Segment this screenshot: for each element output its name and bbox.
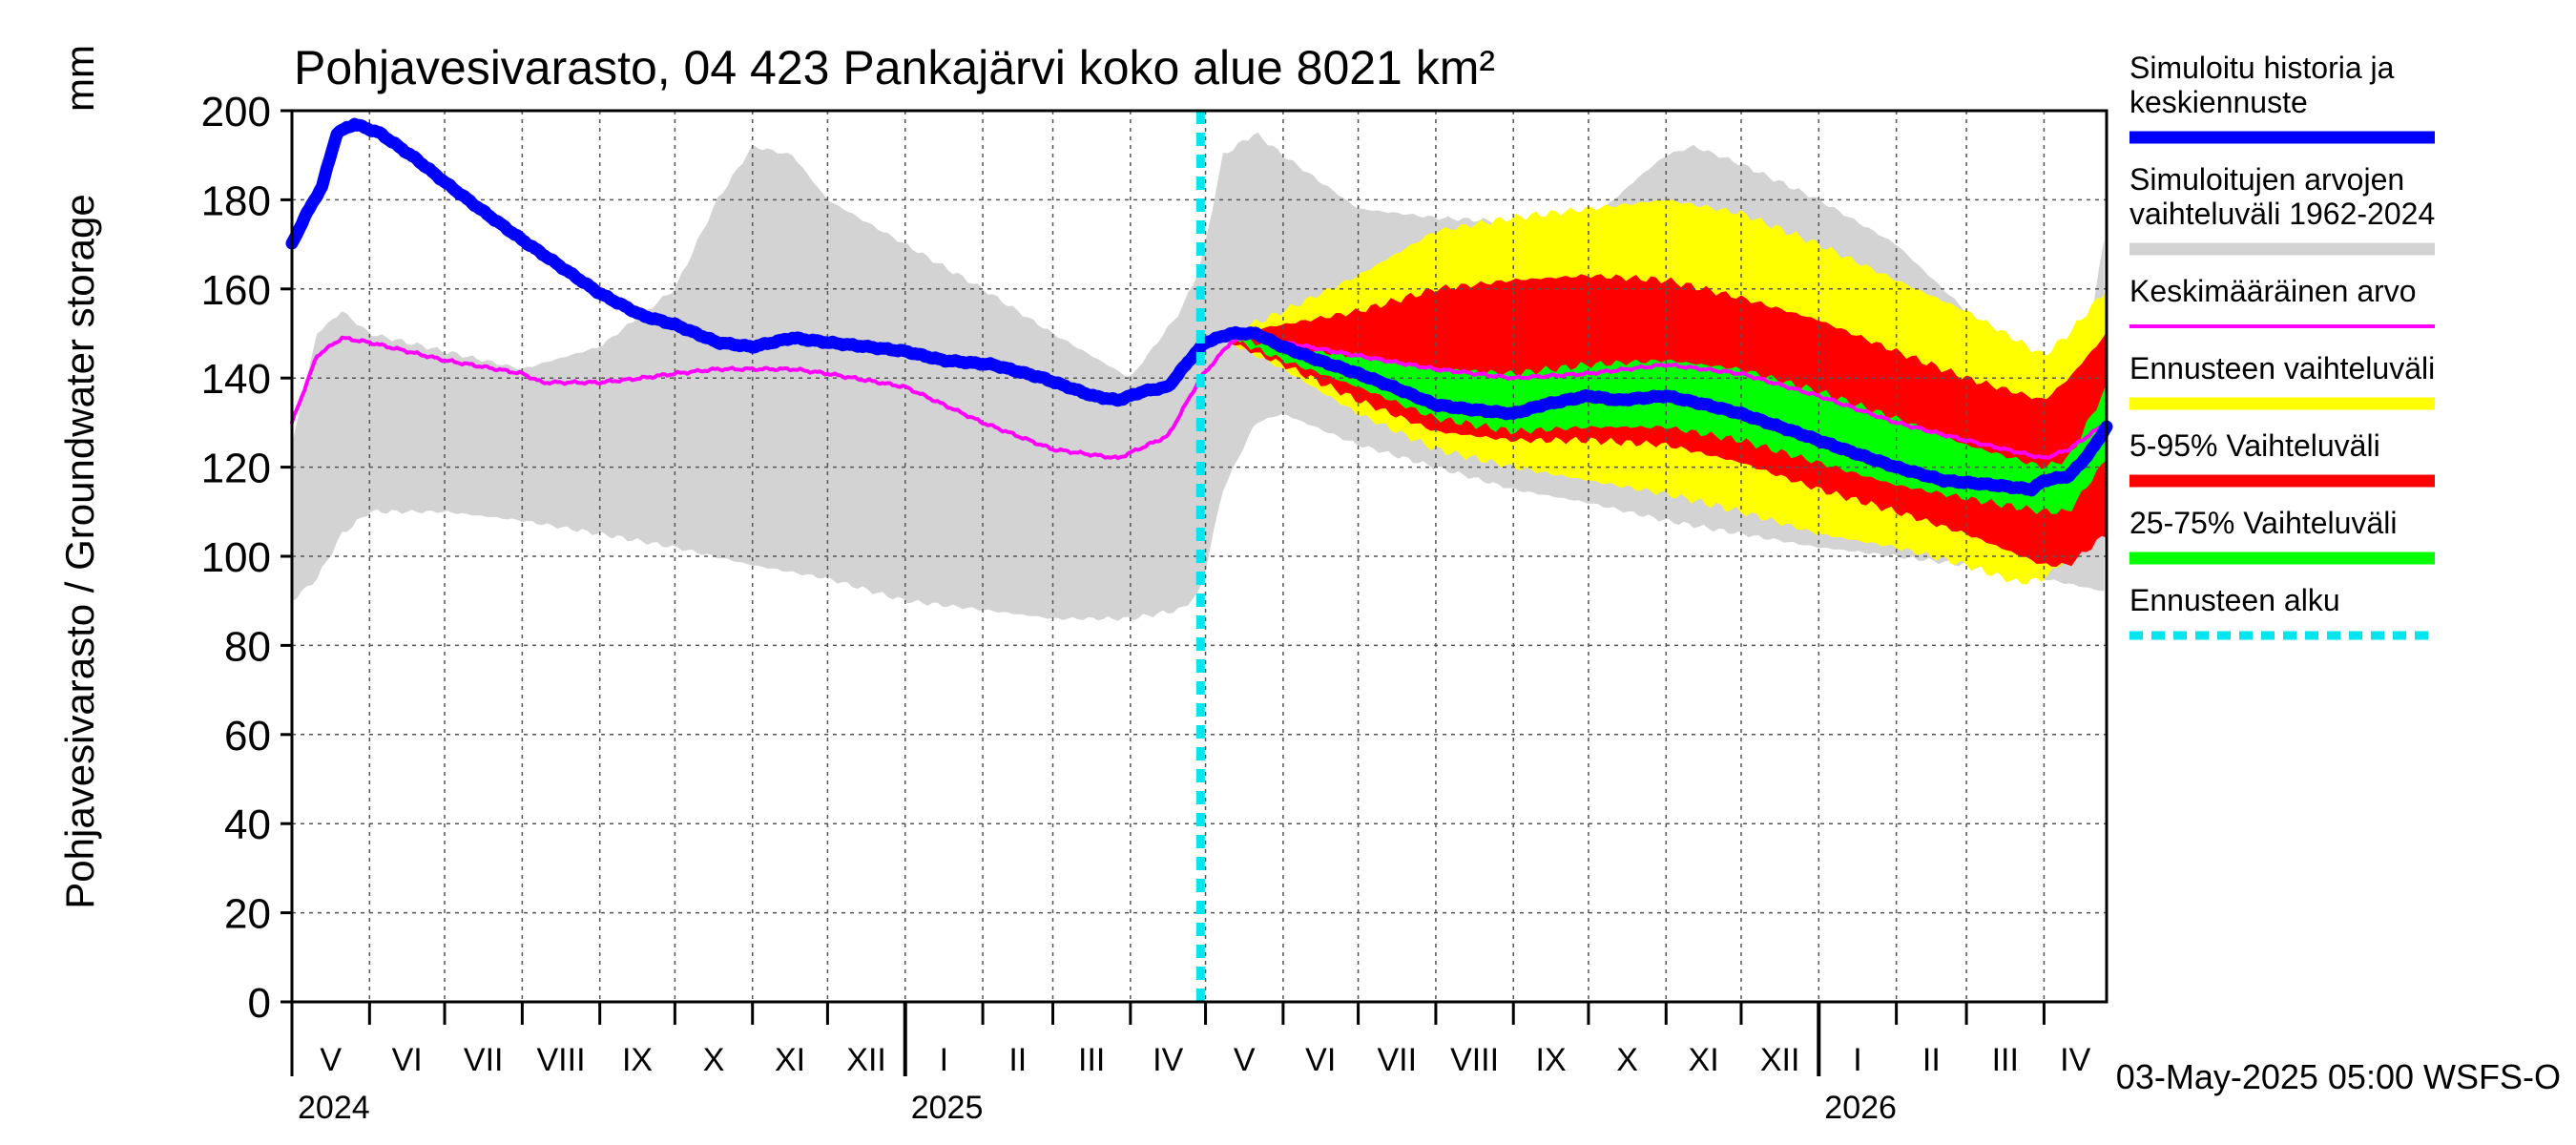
month-label-1: VI — [392, 1042, 423, 1078]
month-label-7: XII — [846, 1042, 886, 1078]
month-label-8: I — [940, 1042, 948, 1078]
y-axis-unit: mm — [57, 45, 102, 112]
y-tick-label-140: 140 — [201, 356, 271, 403]
month-label-3: VIII — [537, 1042, 586, 1078]
legend-label-line-6-0: Ennusteen alku — [2129, 583, 2340, 617]
year-label-2025: 2025 — [911, 1090, 984, 1126]
month-label-4: IX — [622, 1042, 653, 1078]
month-label-21: II — [1922, 1042, 1941, 1078]
chart-title: Pohjavesivarasto, 04 423 Pankajärvi koko… — [294, 41, 1495, 94]
month-label-23: IV — [2060, 1042, 2090, 1078]
month-label-13: VI — [1305, 1042, 1336, 1078]
year-label-2026: 2026 — [1824, 1090, 1897, 1126]
legend-label-5: 25-75% Vaihteluväli — [2129, 506, 2397, 540]
month-label-10: III — [1078, 1042, 1105, 1078]
legend-item-0: Simuloitu historia ja keskiennuste — [2129, 51, 2435, 144]
legend-label-4: 5-95% Vaihteluväli — [2129, 428, 2380, 463]
month-label-5: X — [703, 1042, 725, 1078]
legend-label-line-4-0: 5-95% Vaihteluväli — [2129, 428, 2380, 463]
legend-item-2: Keskimääräinen arvo — [2129, 274, 2435, 328]
footer-timestamp: 03-May-2025 05:00 WSFS-O — [2116, 1057, 2561, 1096]
y-tick-label-160: 160 — [201, 267, 271, 314]
month-label-2: VII — [464, 1042, 504, 1078]
legend-label-0: Simuloitu historia ja keskiennuste — [2129, 51, 2395, 119]
y-tick-label-20: 20 — [224, 891, 271, 938]
month-label-0: V — [320, 1042, 342, 1078]
legend-item-6: Ennusteen alku — [2129, 583, 2435, 640]
legend-label-line-1-0: Simuloitujen arvojen — [2129, 162, 2404, 197]
x-axis: V VI VII VIII IX X XI XII I II III IV V VI VII VIII IX X X… — [290, 1002, 2091, 1126]
y-axis-ticks: 0 20 40 60 80 100 120 140 160 180 200 — [201, 89, 292, 1027]
legend: Simuloitu historia ja keskiennusteSimuloi… — [2129, 51, 2435, 640]
month-label-14: VII — [1377, 1042, 1417, 1078]
y-tick-label-120: 120 — [201, 446, 271, 492]
month-label-18: XI — [1689, 1042, 1719, 1078]
month-label-22: III — [1992, 1042, 2019, 1078]
month-label-16: IX — [1536, 1042, 1567, 1078]
legend-item-4: 5-95% Vaihteluväli — [2129, 428, 2435, 488]
y-axis-label: Pohjavesivarasto / Groundwater storage — [57, 194, 102, 908]
legend-item-1: Simuloitujen arvojen vaihteluväli 1962-20… — [2129, 162, 2435, 256]
y-tick-label-200: 200 — [201, 89, 271, 135]
legend-label-line-0-0: Simuloitu historia ja — [2129, 51, 2395, 85]
y-tick-label-0: 0 — [248, 980, 271, 1027]
month-label-6: XI — [775, 1042, 805, 1078]
legend-label-6: Ennusteen alku — [2129, 583, 2340, 617]
legend-label-1: Simuloitujen arvojen vaihteluväli 1962-20… — [2129, 162, 2435, 231]
y-tick-label-60: 60 — [224, 713, 271, 760]
legend-item-3: Ennusteen vaihteluväli — [2129, 351, 2435, 410]
legend-label-3: Ennusteen vaihteluväli — [2129, 351, 2435, 385]
legend-label-2: Keskimääräinen arvo — [2129, 274, 2417, 308]
month-label-11: IV — [1153, 1042, 1183, 1078]
year-label-2024: 2024 — [298, 1090, 370, 1126]
month-label-15: VIII — [1450, 1042, 1499, 1078]
y-tick-label-80: 80 — [224, 623, 271, 670]
legend-item-5: 25-75% Vaihteluväli — [2129, 506, 2435, 565]
month-label-9: II — [1008, 1042, 1027, 1078]
y-tick-label-40: 40 — [224, 802, 271, 848]
legend-label-line-5-0: 25-75% Vaihteluväli — [2129, 506, 2397, 540]
month-label-12: V — [1234, 1042, 1256, 1078]
legend-label-line-0-1: keskiennuste — [2129, 85, 2308, 119]
line-sim_history — [285, 117, 2113, 497]
month-label-17: X — [1616, 1042, 1638, 1078]
legend-label-line-2-0: Keskimääräinen arvo — [2129, 274, 2417, 308]
y-tick-label-180: 180 — [201, 177, 271, 224]
month-label-20: I — [1853, 1042, 1861, 1078]
month-label-19: XII — [1760, 1042, 1800, 1078]
legend-label-line-3-0: Ennusteen vaihteluväli — [2129, 351, 2435, 385]
y-tick-label-100: 100 — [201, 534, 271, 581]
legend-label-line-1-1: vaihteluväli 1962-2024 — [2129, 197, 2435, 231]
